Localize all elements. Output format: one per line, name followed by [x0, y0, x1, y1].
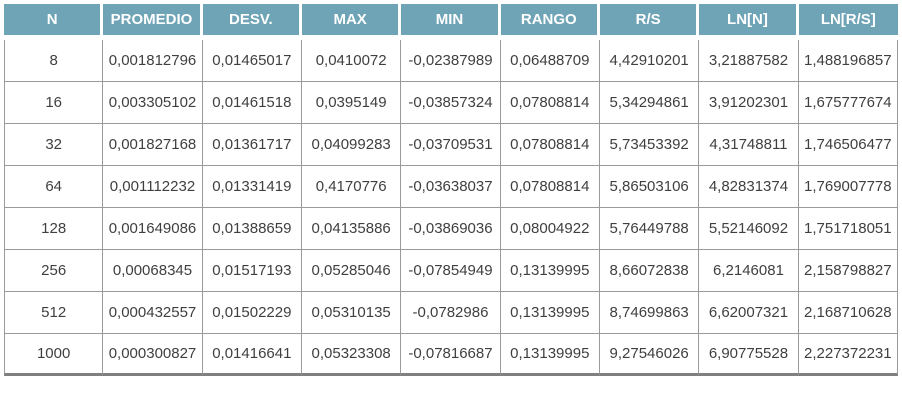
table-cell: 0,001812796: [103, 40, 203, 82]
table-cell: 6,62007321: [699, 292, 799, 334]
table-cell: 128: [4, 208, 104, 250]
table-cell: 0,01517193: [202, 250, 302, 292]
column-header-r-s: R/S: [599, 4, 700, 40]
table-header: N PROMEDIO DESV. MAX MIN RANGO R/S LN[N] LN[R/S]: [4, 4, 898, 40]
column-header-ln-r-s: LN[R/S]: [798, 4, 898, 40]
table-cell: 0,05310135: [301, 292, 402, 334]
table-cell: 0,000432557: [103, 292, 203, 334]
table-cell: 0,01416641: [202, 334, 302, 376]
table-cell: 0,08004922: [500, 208, 600, 250]
table-cell: 5,86503106: [599, 166, 700, 208]
table-cell: 0,05285046: [301, 250, 402, 292]
table-cell: 256: [4, 250, 104, 292]
table-cell: 1,751718051: [798, 208, 898, 250]
table-cell: 64: [4, 166, 104, 208]
table-cell: 2,158798827: [798, 250, 898, 292]
table-cell: 0,01502229: [202, 292, 302, 334]
rs-statistics-table: N PROMEDIO DESV. MAX MIN RANGO R/S LN[N] LN[R/S]…: [4, 4, 898, 376]
table-body: 8 0,001812796 0,01465017 0,0410072 -0,023879…: [4, 40, 898, 376]
table-cell: 0,003305102: [103, 82, 203, 124]
column-header-min: MIN: [401, 4, 501, 40]
table-cell: 9,27546026: [599, 334, 700, 376]
table-cell: 0,001112232: [103, 166, 203, 208]
table-cell: -0,07854949: [401, 250, 501, 292]
table-cell: 2,227372231: [798, 334, 898, 376]
table-row: 8 0,001812796 0,01465017 0,0410072 -0,023879…: [4, 40, 898, 82]
header-row: N PROMEDIO DESV. MAX MIN RANGO R/S LN[N] LN[R/S]: [4, 4, 898, 40]
table-cell: 4,82831374: [699, 166, 799, 208]
table-cell: 0,01388659: [202, 208, 302, 250]
table-cell: 6,90775528: [699, 334, 799, 376]
table-row: 32 0,001827168 0,01361717 0,04099283 -0,0370…: [4, 124, 898, 166]
table-cell: 0,07808814: [500, 166, 600, 208]
table-cell: 5,73453392: [599, 124, 700, 166]
table-cell: 0,01461518: [202, 82, 302, 124]
table-cell: 5,52146092: [699, 208, 799, 250]
table-cell: 1,675777674: [798, 82, 898, 124]
table-cell: 0,07808814: [500, 82, 600, 124]
table-cell: 1,488196857: [798, 40, 898, 82]
table-cell: 0,01331419: [202, 166, 302, 208]
table-row: 128 0,001649086 0,01388659 0,04135886 -0,038…: [4, 208, 898, 250]
table-cell: 0,06488709: [500, 40, 600, 82]
table-row: 512 0,000432557 0,01502229 0,05310135 -0,078…: [4, 292, 898, 334]
table-cell: 1,769007778: [798, 166, 898, 208]
table-cell: 3,91202301: [699, 82, 799, 124]
table-cell: 32: [4, 124, 104, 166]
table-cell: 4,42910201: [599, 40, 700, 82]
column-header-n: N: [4, 4, 104, 40]
table-cell: 0,07808814: [500, 124, 600, 166]
table-cell: 0,01361717: [202, 124, 302, 166]
table-row: 256 0,00068345 0,01517193 0,05285046 -0,0785…: [4, 250, 898, 292]
table-row: 16 0,003305102 0,01461518 0,0395149 -0,03857…: [4, 82, 898, 124]
table-cell: 0,04135886: [301, 208, 402, 250]
column-header-ln-n: LN[N]: [699, 4, 799, 40]
table-cell: 2,168710628: [798, 292, 898, 334]
table-cell: -0,07816687: [401, 334, 501, 376]
table-row: 1000 0,000300827 0,01416641 0,05323308 -0,07…: [4, 334, 898, 376]
table-cell: 5,76449788: [599, 208, 700, 250]
table-cell: 0,01465017: [202, 40, 302, 82]
table-cell: 4,31748811: [699, 124, 799, 166]
table-cell: 0,04099283: [301, 124, 402, 166]
table-cell: 0,13139995: [500, 334, 600, 376]
column-header-desv: DESV.: [202, 4, 302, 40]
table-cell: -0,0782986: [401, 292, 501, 334]
table-cell: 0,13139995: [500, 292, 600, 334]
table-cell: -0,03857324: [401, 82, 501, 124]
table-cell: 5,34294861: [599, 82, 700, 124]
table-cell: 1000: [4, 334, 104, 376]
table-cell: 0,05323308: [301, 334, 402, 376]
table-cell: 8,74699863: [599, 292, 700, 334]
table-cell: 1,746506477: [798, 124, 898, 166]
table-cell: 0,4170776: [301, 166, 402, 208]
table-cell: -0,03638037: [401, 166, 501, 208]
table-cell: -0,02387989: [401, 40, 501, 82]
statistics-table-container: N PROMEDIO DESV. MAX MIN RANGO R/S LN[N] LN[R/S]…: [4, 4, 898, 376]
table-cell: 8: [4, 40, 104, 82]
column-header-rango: RANGO: [500, 4, 600, 40]
table-cell: 0,00068345: [103, 250, 203, 292]
table-cell: 0,0410072: [301, 40, 402, 82]
table-cell: 0,000300827: [103, 334, 203, 376]
table-cell: 0,13139995: [500, 250, 600, 292]
table-cell: 0,0395149: [301, 82, 402, 124]
table-cell: 6,2146081: [699, 250, 799, 292]
table-cell: 0,001827168: [103, 124, 203, 166]
column-header-max: MAX: [301, 4, 402, 40]
column-header-promedio: PROMEDIO: [103, 4, 203, 40]
table-cell: 512: [4, 292, 104, 334]
table-cell: 8,66072838: [599, 250, 700, 292]
table-row: 64 0,001112232 0,01331419 0,4170776 -0,03638…: [4, 166, 898, 208]
table-cell: -0,03709531: [401, 124, 501, 166]
table-cell: -0,03869036: [401, 208, 501, 250]
table-cell: 3,21887582: [699, 40, 799, 82]
table-cell: 0,001649086: [103, 208, 203, 250]
table-cell: 16: [4, 82, 104, 124]
